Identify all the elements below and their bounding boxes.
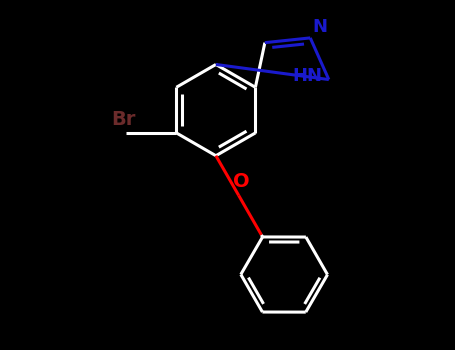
Text: N: N — [313, 18, 328, 36]
Text: Br: Br — [112, 110, 136, 129]
Text: O: O — [233, 172, 249, 191]
Text: HN: HN — [292, 67, 322, 85]
